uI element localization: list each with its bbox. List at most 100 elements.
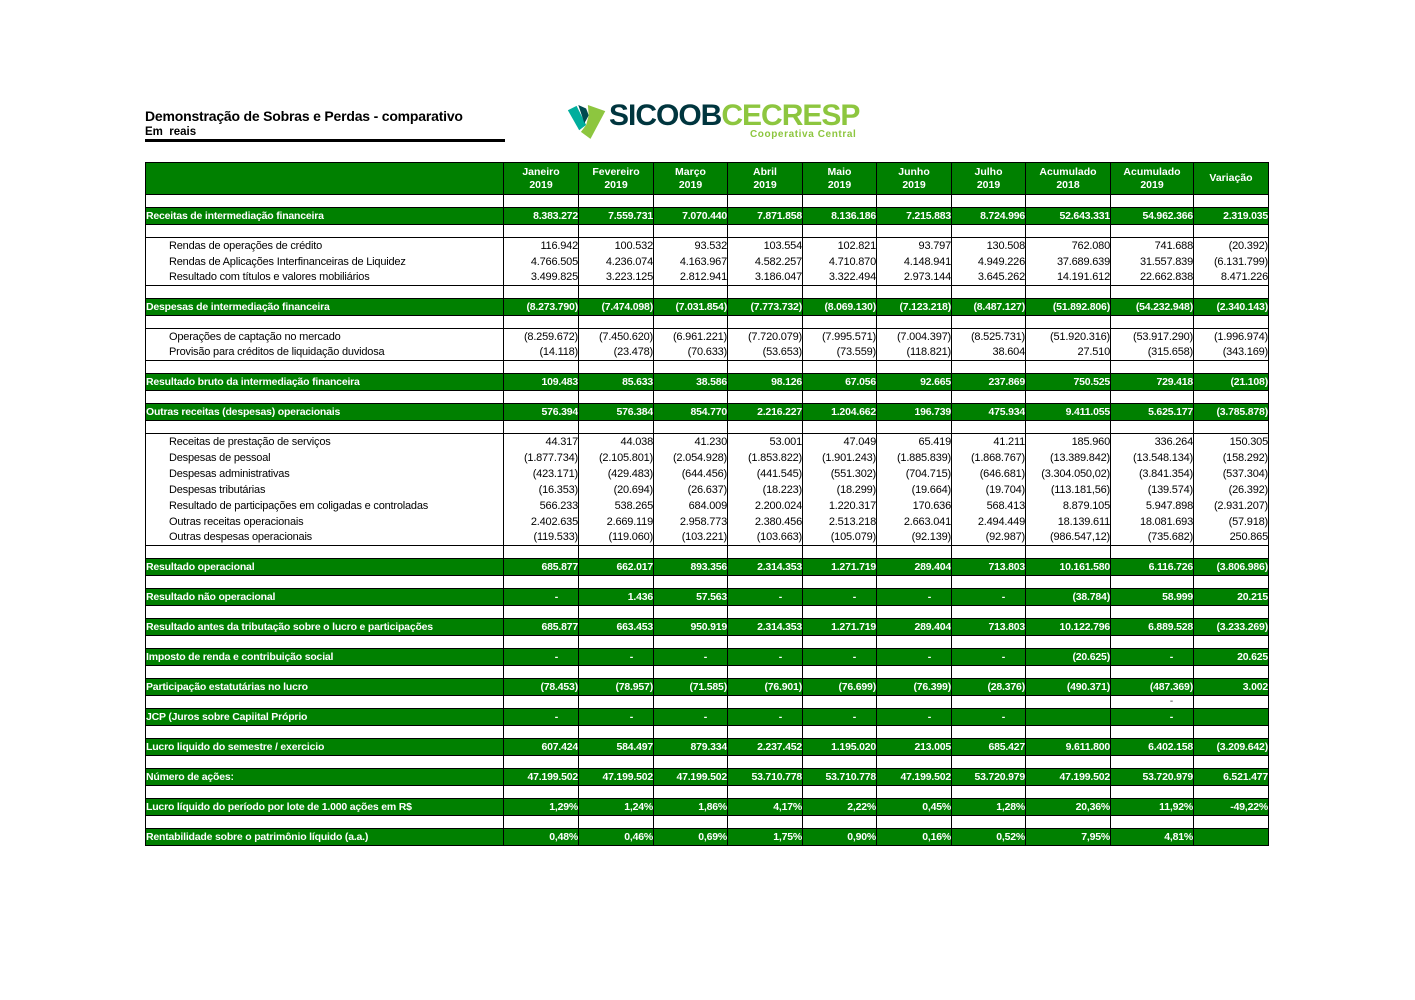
spacer-cell (1110, 815, 1194, 829)
value-cell: 6.521.477 (1193, 768, 1269, 786)
value-cell: - (653, 708, 728, 726)
value-cell: 31.557.839 (1110, 253, 1194, 270)
spacer-cell (578, 665, 654, 679)
spacer-cell (1025, 420, 1111, 434)
value-cell: 4.710.870 (802, 253, 877, 270)
value-cell: 1,86% (653, 798, 728, 816)
spacer-cell (1025, 695, 1111, 709)
spacer-cell (802, 665, 877, 679)
spacer-cell (1110, 785, 1194, 799)
value-cell: - (503, 588, 579, 606)
value-cell: 289.404 (876, 618, 952, 636)
logo-wordmark: SICOOBCECRESP Cooperativa Central (609, 99, 860, 140)
value-cell: (1.853.822) (727, 449, 803, 466)
spacer-cell (802, 635, 877, 649)
spacer-cell (1025, 390, 1111, 404)
value-cell: (53.917.290) (1110, 328, 1194, 345)
spacer-cell (653, 420, 728, 434)
value-cell: 1.271.719 (802, 618, 877, 636)
spacer-cell (876, 755, 952, 769)
spacer-cell (802, 575, 877, 589)
spacer-cell (653, 194, 728, 208)
value-cell: 44.038 (578, 433, 654, 450)
spacer-cell (1025, 605, 1111, 619)
spacer-cell (578, 785, 654, 799)
value-cell: 2.973.144 (876, 269, 952, 286)
spacer-cell (503, 815, 579, 829)
spacer-cell (951, 695, 1026, 709)
value-cell: 65.419 (876, 433, 952, 450)
value-cell: (986.547,12) (1025, 529, 1111, 546)
empty-label-cell (145, 605, 504, 619)
spacer-cell (876, 695, 952, 709)
spacer-cell (951, 390, 1026, 404)
value-cell: 27.510 (1025, 344, 1111, 361)
value-cell: 475.934 (951, 403, 1026, 421)
value-cell: (3.209.642) (1193, 738, 1269, 756)
spacer-cell (876, 815, 952, 829)
table-body: Receitas de intermediação financeira 8.38… (145, 194, 1269, 846)
value-cell: 289.404 (876, 558, 952, 576)
spacer-cell (951, 665, 1026, 679)
logo-brand-primary: SICOOB (609, 99, 722, 132)
value-cell: 38.586 (653, 373, 728, 391)
column-header: Fevereiro 2019 (578, 162, 654, 195)
spacer-cell (578, 315, 654, 329)
value-cell: 1.195.020 (802, 738, 877, 756)
spacer-cell (653, 665, 728, 679)
value-cell: 2.237.452 (727, 738, 803, 756)
spacer-cell (1025, 785, 1111, 799)
spacer-cell (1025, 545, 1111, 559)
value-cell: (7.474.098) (578, 298, 654, 316)
spacer-cell (503, 390, 579, 404)
value-cell: 2.513.218 (802, 513, 877, 530)
empty-label-cell (145, 224, 504, 238)
spacer-cell (503, 755, 579, 769)
spacer-cell (1193, 635, 1269, 649)
spacer-cell (1110, 725, 1194, 739)
row-label: Despesas administrativas (145, 465, 504, 482)
value-cell: 0,69% (653, 828, 728, 846)
spacer-cell (727, 224, 803, 238)
value-cell: 2,22% (802, 798, 877, 816)
spacer-cell (1193, 665, 1269, 679)
value-cell: - (1110, 648, 1194, 666)
value-cell: 7.215.883 (876, 207, 952, 225)
column-header: Variação (1193, 162, 1269, 195)
value-cell: (487.369) (1110, 678, 1194, 696)
value-cell: (3.806.986) (1193, 558, 1269, 576)
spacer-cell (1025, 224, 1111, 238)
column-header: Março 2019 (653, 162, 728, 195)
empty-label-cell (145, 575, 504, 589)
spacer-cell (1110, 390, 1194, 404)
row-label: Outras receitas (despesas) operacionais (145, 403, 504, 421)
value-cell: 20.215 (1193, 588, 1269, 606)
value-cell: 237.869 (951, 373, 1026, 391)
spacer-cell (503, 360, 579, 374)
value-cell: (551.302) (802, 465, 877, 482)
spacer-cell (727, 725, 803, 739)
row-label: Resultado com títulos e valores mobiliár… (145, 269, 504, 286)
spacer-cell: - (1110, 695, 1194, 709)
value-cell: (113.181,56) (1025, 481, 1111, 498)
value-cell: (8.525.731) (951, 328, 1026, 345)
value-cell: 52.643.331 (1025, 207, 1111, 225)
value-cell: 4.148.941 (876, 253, 952, 270)
spacer-cell (578, 194, 654, 208)
value-cell: 2.200.024 (727, 497, 803, 514)
value-cell: 8.879.105 (1025, 497, 1111, 514)
spacer-cell (1025, 755, 1111, 769)
value-cell: 854.770 (653, 403, 728, 421)
value-cell: (19.704) (951, 481, 1026, 498)
spacer-cell (578, 390, 654, 404)
spacer-cell (503, 605, 579, 619)
value-cell: 2.494.449 (951, 513, 1026, 530)
value-cell: 0,45% (876, 798, 952, 816)
value-cell: (8.273.790) (503, 298, 579, 316)
spacer-cell (1025, 815, 1111, 829)
value-cell: 20,36% (1025, 798, 1111, 816)
value-cell: (118.821) (876, 344, 952, 361)
column-header: Maio 2019 (802, 162, 877, 195)
value-cell: (3.785.878) (1193, 403, 1269, 421)
value-cell: (2.340.143) (1193, 298, 1269, 316)
